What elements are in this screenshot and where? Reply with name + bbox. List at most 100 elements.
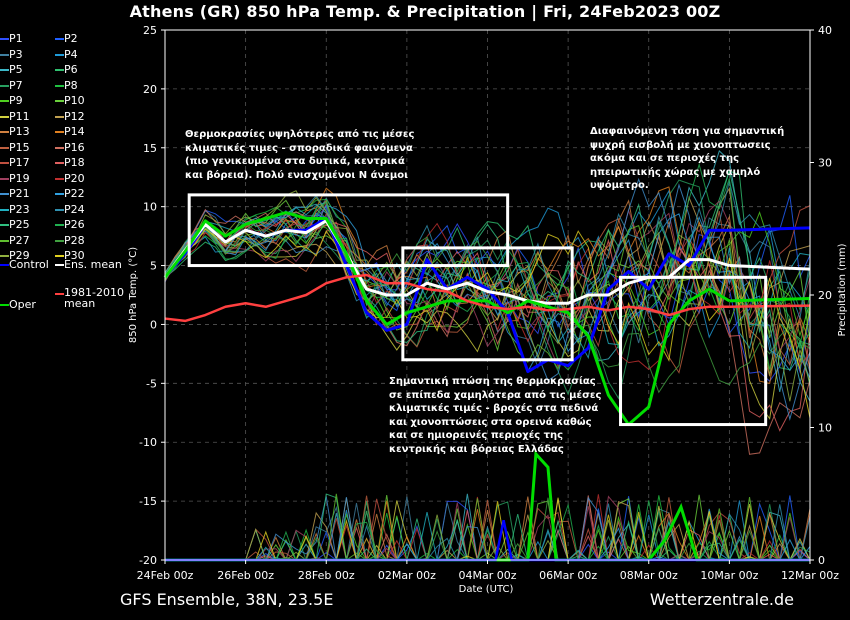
series-ens-mean [163,219,730,305]
legend-label: P20 [64,171,85,185]
member-line [164,205,811,348]
y-tick-label: 25 [143,24,157,37]
y-tick-label: -15 [139,495,157,508]
member-line [164,222,811,370]
legend-swatch [55,38,64,40]
x-tick-label: 12Mar 00z [781,569,839,582]
legend-swatch [0,38,9,40]
legend-swatch [55,115,64,118]
highlight-box [401,246,574,362]
member-line [164,179,811,400]
legend-swatch [55,208,64,211]
legend-swatch [55,264,64,266]
y-axis-label: 850 hPa Temp. (°C) [128,247,139,343]
legend-swatch [0,239,9,242]
legend-label: P14 [64,125,85,138]
x-tick-label: 26Feb 00z [217,569,274,582]
annotation-cold-outbreak: Διαφαινόμενη τάση για σημαντική ψυχρή ει… [590,126,785,191]
legend-label: P17 [9,156,30,169]
ensemble-members [164,150,811,562]
series-oper [163,211,731,427]
legend-label: P1 [9,32,23,45]
y-tick-label: 20 [143,83,157,96]
source-credit: Wetterzentrale.de [649,590,794,609]
legend: P1 P2 P3 P4 P5 P6 P7 P8 P9 P10 P11 P12 P13 P14 P15 P16 P… [0,30,170,320]
series-tail [729,304,811,309]
y-tick-label: 0 [150,318,157,331]
legend-label: P10 [64,94,85,107]
legend-swatch [0,131,9,133]
legend-swatch [0,193,9,195]
legend-label: P24 [64,202,85,216]
legend-label: P18 [64,156,85,169]
series-1981-2010-mean [164,273,730,323]
x-axis-label: Date (UTC) [459,584,514,595]
chart-title: Athens (GR) 850 hPa Temp. & Precipitatio… [129,2,721,21]
legend-swatch [55,100,64,102]
y2-tick-label: 30 [818,157,832,170]
legend-swatch [0,115,9,118]
highlight-box [619,275,768,427]
legend-label: P28 [64,233,85,247]
legend-label: P12 [64,109,85,123]
annotation-cooling: Σημαντική πτώση της θερμοκρασίας σε επίπ… [389,376,602,455]
legend-swatch [0,53,9,56]
highlight-box [187,193,510,268]
legend-swatch [0,208,9,211]
legend-swatch [0,162,9,164]
member-line [164,228,811,419]
legend-label: P11 [9,109,30,123]
x-tick-label: 06Mar 00z [539,569,597,582]
x-tick-label: 02Mar 00z [378,569,436,582]
legend-label: P2 [64,32,78,45]
annotation-warm: Θερμοκρασίες υψηλότερες από τις μέσες κλ… [185,129,415,181]
legend-swatch [55,146,64,149]
legend-swatch [0,100,9,102]
legend-label: P29 [9,249,30,262]
legend-label: P6 [64,63,78,76]
legend-swatch [55,53,64,56]
legend-swatch [0,84,9,87]
legend-label: P26 [64,218,85,231]
legend-swatch [0,304,9,306]
legend-label: P27 [9,233,30,247]
y2-tick-label: 0 [818,554,825,567]
legend-label: P3 [9,47,23,61]
legend-label: P5 [9,63,23,76]
legend-label: P19 [9,171,30,185]
legend-label: P25 [9,218,30,231]
legend-label: Oper [9,298,36,311]
legend-swatch [55,224,64,226]
y-tick-label: 5 [150,260,157,273]
y2-tick-label: 40 [818,24,832,37]
legend-swatch [55,177,64,180]
legend-swatch [0,224,9,226]
legend-swatch [55,193,64,195]
x-tick-label: 04Mar 00z [458,569,516,582]
y2-tick-label: 10 [818,422,832,435]
legend-swatch [0,177,9,180]
legend-swatch [55,69,64,71]
legend-label: P8 [64,78,78,92]
member-line [164,190,811,402]
series-tail [729,297,811,303]
member-precip [165,498,811,561]
legend-swatch [0,69,9,71]
x-tick-label: 10Mar 00z [700,569,758,582]
legend-label: Ens. mean [64,258,122,271]
model-info: GFS Ensemble, 38N, 23.5E [120,590,334,609]
legend-swatch [55,239,64,242]
legend-label: P23 [9,202,30,216]
legend-swatch [0,264,9,266]
series-tail [729,226,811,232]
x-tick-label: 28Feb 00z [298,569,355,582]
member-line [164,186,811,385]
x-tick-label: 24Feb 00z [137,569,194,582]
legend-label: P7 [9,78,23,92]
legend-label: P22 [64,187,85,200]
legend-label: P13 [9,125,30,138]
member-line [164,162,811,350]
legend-label: P9 [9,94,23,107]
legend-label: Control [9,258,49,271]
